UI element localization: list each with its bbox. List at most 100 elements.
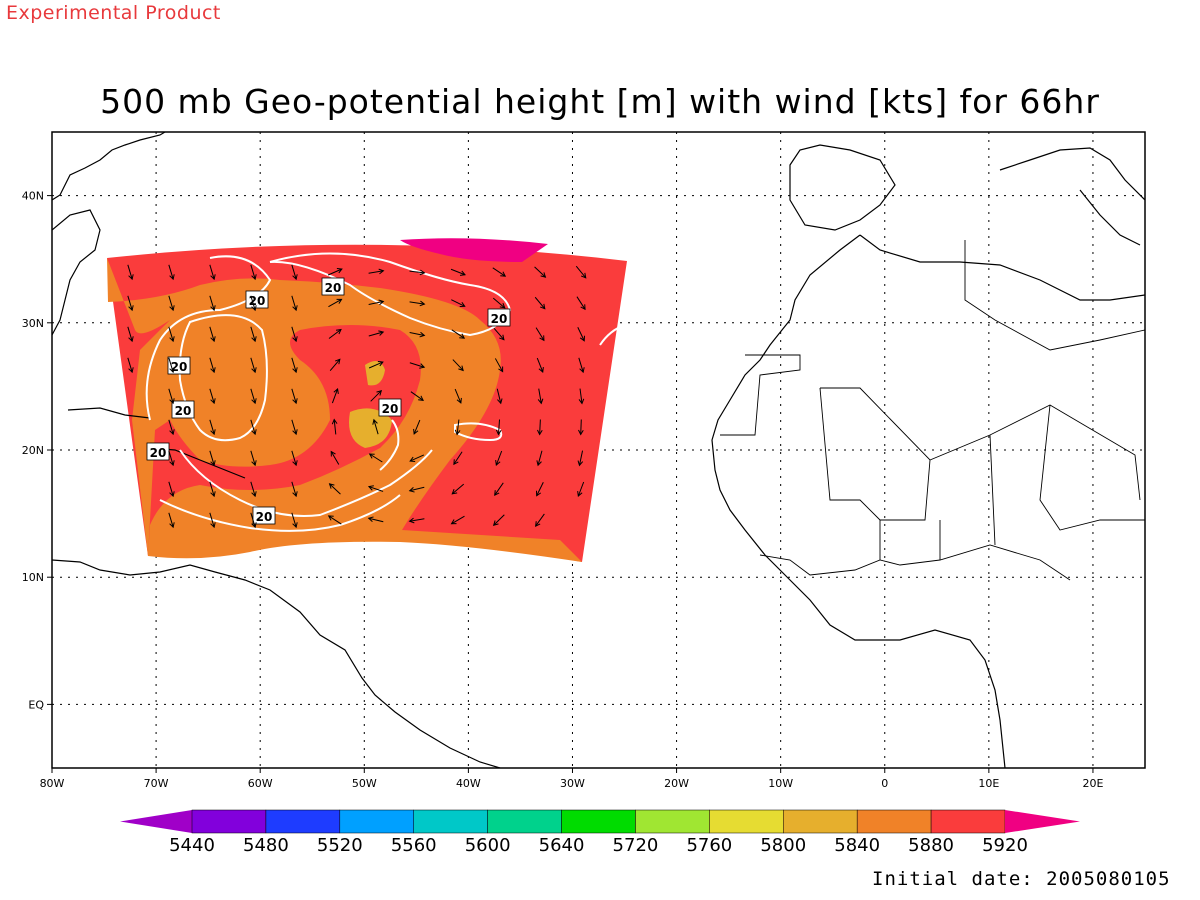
x-tick-label: 60W (248, 777, 273, 790)
wind-arrow (578, 388, 585, 405)
x-tick-label: 40W (456, 777, 481, 790)
x-tick-label: 30W (560, 777, 585, 790)
wind-arrow (370, 389, 383, 402)
y-tick-label: 10N (22, 571, 44, 584)
colorbar (120, 809, 1080, 834)
isotach-label: 20 (491, 312, 508, 326)
wind-arrow (291, 357, 298, 374)
wind-arrow (250, 512, 257, 529)
wind-arrow (409, 454, 425, 462)
wind-arrow (209, 264, 216, 281)
isotach-label-box (487, 308, 511, 327)
wind-arrow (168, 481, 175, 498)
isotach-label: 20 (325, 281, 342, 295)
colorbar-box (487, 809, 562, 834)
colorbar-box (635, 809, 710, 834)
wind-arrow (127, 264, 134, 281)
colorbar-box (783, 809, 858, 834)
wind-arrow (535, 482, 544, 497)
wind-arrow (328, 298, 343, 308)
colorbar-box (191, 809, 267, 834)
wind-arrow (534, 296, 546, 310)
wind-arrow (368, 361, 384, 369)
wind-arrow (291, 481, 298, 498)
colorbar-box (265, 809, 341, 834)
x-tick-label: 80W (40, 777, 65, 790)
wind-arrow (331, 387, 339, 404)
wind-arrow (372, 418, 379, 435)
wind-arrow (451, 483, 465, 495)
y-tick-label: 40N (22, 190, 44, 203)
initial-date: Initial date: 2005080105 (872, 868, 1171, 890)
wind-arrow (209, 295, 216, 312)
wind-arrow (452, 359, 464, 372)
wind-arrow (409, 362, 426, 369)
wind-arrow (209, 357, 216, 374)
colorbar-label: 5760 (686, 835, 732, 856)
isotach-label: 20 (150, 446, 167, 460)
wind-arrow (168, 264, 175, 281)
isotach-label: 20 (249, 294, 266, 308)
colorbar-box (856, 809, 932, 834)
wind-arrow (209, 512, 216, 529)
wind-arrow (168, 326, 175, 343)
colorbar-label: 5640 (539, 835, 585, 856)
isotach-label-box (378, 398, 402, 417)
isotach-label-box (171, 400, 195, 419)
isotach-label: 20 (256, 510, 273, 524)
wind-arrow (250, 295, 257, 312)
wind-arrow (492, 514, 505, 527)
wind-arrow (368, 330, 385, 337)
wind-arrow (168, 512, 175, 529)
y-tick-label: 30N (22, 317, 44, 330)
wind-arrow (367, 516, 384, 523)
isotach-label-box (245, 290, 269, 309)
wind-arrow (209, 419, 216, 436)
wind-arrow (495, 450, 503, 466)
wind-arrow (536, 357, 544, 373)
wind-arrow (209, 388, 216, 405)
colorbar-label: 5440 (169, 835, 215, 856)
wind-arrow (168, 357, 175, 374)
wind-arrow (291, 512, 298, 529)
wind-vectors (127, 264, 587, 529)
x-tick-label: 10W (768, 777, 793, 790)
wind-arrow (250, 419, 257, 436)
wind-arrow (329, 358, 341, 372)
wind-arrow (291, 326, 298, 343)
wind-arrow (492, 297, 506, 309)
wind-arrow (127, 326, 134, 343)
wind-arrow (575, 265, 587, 279)
wind-arrow (494, 358, 504, 373)
wind-arrow (168, 388, 175, 405)
wind-arrow (331, 418, 338, 435)
wind-arrow (496, 388, 503, 405)
isotach-label: 20 (382, 402, 399, 416)
wind-arrow (576, 296, 586, 311)
y-tick-label: EQ (28, 698, 44, 711)
wind-arrow (209, 481, 216, 498)
colorbar-max-triangle (1005, 810, 1080, 833)
wind-arrow (168, 450, 175, 467)
colorbar-box (930, 809, 1006, 834)
wind-arrow (536, 450, 543, 467)
wind-arrow (250, 264, 257, 281)
wind-arrow (291, 388, 298, 405)
wind-arrow (578, 357, 585, 374)
colorbar-box (709, 809, 784, 834)
wind-arrow (328, 328, 342, 339)
wind-arrow (250, 481, 257, 498)
colorbar-label: 5920 (982, 835, 1028, 856)
wind-arrow (328, 483, 341, 495)
wind-arrow (577, 481, 585, 497)
wind-arrow (577, 327, 586, 342)
wind-arrow (535, 327, 545, 342)
isotach-label: 20 (171, 360, 188, 374)
wind-arrow (408, 486, 425, 493)
wind-arrow (453, 451, 463, 466)
x-tick-label: 20W (664, 777, 689, 790)
wind-arrow (454, 388, 462, 404)
wind-arrow (250, 388, 257, 405)
wind-arrow (127, 295, 134, 312)
